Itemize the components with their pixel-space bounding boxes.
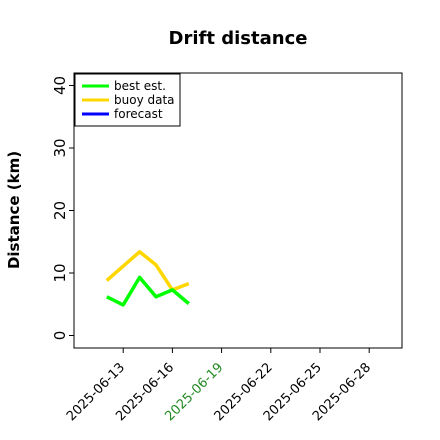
y-axis-label: Distance (km) bbox=[5, 151, 23, 269]
legend: best est. buoy data forecast bbox=[74, 73, 181, 127]
y-axis: 0 10 20 30 40 bbox=[51, 76, 74, 340]
y-tick-label: 10 bbox=[51, 263, 69, 282]
legend-label-buoy-data: buoy data bbox=[114, 93, 175, 107]
y-tick-label: 20 bbox=[51, 201, 69, 220]
chart-title: Drift distance bbox=[169, 28, 308, 49]
y-tick-label: 0 bbox=[51, 331, 69, 341]
series-line-buoy-data bbox=[105, 250, 190, 292]
y-tick-label: 30 bbox=[51, 138, 69, 157]
series-layer bbox=[105, 250, 190, 307]
legend-label-best-est: best est. bbox=[114, 79, 166, 93]
x-axis: 2025-06-132025-06-162025-06-192025-06-22… bbox=[64, 348, 374, 424]
legend-label-forecast: forecast bbox=[114, 107, 163, 121]
y-tick-label: 40 bbox=[51, 76, 69, 95]
series-line-best-est bbox=[106, 275, 190, 307]
